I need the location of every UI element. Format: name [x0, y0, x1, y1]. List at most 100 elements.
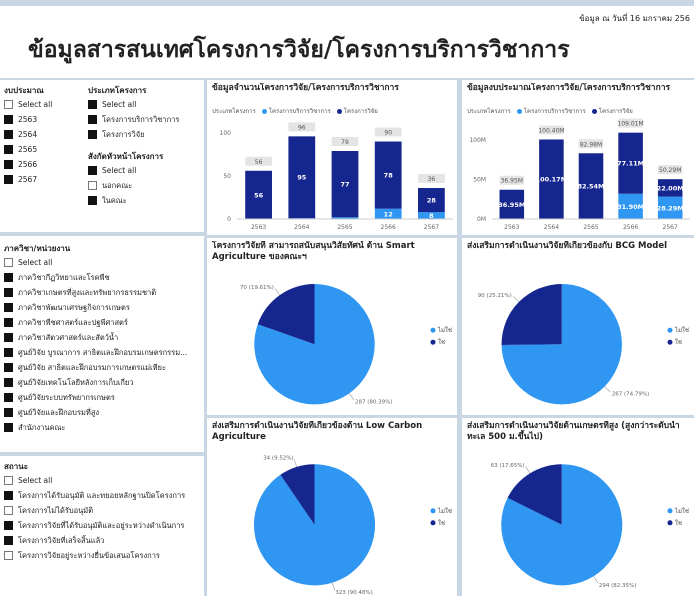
checkbox[interactable]	[4, 258, 13, 267]
chart-title: ข้อมูลงบประมาณโครงการวิจัย/โครงการบริการ…	[467, 83, 671, 93]
checkbox[interactable]	[4, 423, 13, 432]
checkbox[interactable]	[4, 100, 13, 109]
filter-item[interactable]: Select all	[4, 473, 202, 488]
bar-segment	[331, 150, 359, 218]
y-tick-label: 100	[220, 130, 232, 137]
checkbox[interactable]	[4, 551, 13, 560]
y-tick-label: 50	[223, 173, 231, 180]
y-tick-label: 100M	[469, 137, 486, 144]
checkbox[interactable]	[4, 393, 13, 402]
checkbox[interactable]	[4, 273, 13, 282]
legend-label: ไม่ใช่	[674, 507, 689, 515]
data-label: 8	[429, 212, 434, 220]
filter-item[interactable]: Select all	[88, 97, 202, 112]
filter-title: สังกัดหัวหน้าโครงการ	[88, 152, 164, 161]
filter-label: ภาควิชากีฏวิทยาและโรคพืช	[18, 273, 110, 282]
checkbox[interactable]	[4, 318, 13, 327]
checkbox[interactable]	[88, 181, 97, 190]
filter-item[interactable]: ศูนย์วิจัยและฝึกอบรมที่สูง	[4, 405, 202, 420]
filter-title: งบประมาณ	[4, 86, 44, 95]
filter-item[interactable]: โครงการวิจัยอยู่ระหว่างยื่นข้อเสนอโครงกา…	[4, 548, 202, 563]
checkbox[interactable]	[4, 536, 13, 545]
plot: 287 (80.39%) ไม่ใช่ 70 (19.61%) ใช่	[240, 284, 452, 405]
filter-item[interactable]: นอกคณะ	[88, 178, 202, 193]
filter-item[interactable]: 2565	[4, 142, 82, 157]
bar-segment	[288, 136, 316, 219]
filter-item[interactable]: โครงการวิจัยที่ได้รับอนุมัติและอยู่ระหว่…	[4, 518, 202, 533]
total-label-bg	[288, 122, 316, 132]
x-tick-label: 2565	[337, 224, 352, 231]
checkbox[interactable]	[4, 476, 13, 485]
leader-line	[294, 459, 297, 468]
filter-group: ภาควิชา/หน่วยงาน Select all ภาควิชากีฏวิทย…	[4, 242, 202, 435]
filter-item[interactable]: โครงการวิจัย	[88, 127, 202, 142]
filter-item[interactable]: Select all	[4, 97, 82, 112]
filter-item[interactable]: ภาควิชากีฏวิทยาและโรคพืช	[4, 270, 202, 285]
filter-item[interactable]: สำนักงานคณะ	[4, 420, 202, 435]
checkbox[interactable]	[4, 333, 13, 342]
legend-label: ไม่ใช่	[437, 507, 452, 515]
checkbox[interactable]	[4, 378, 13, 387]
legend-label: ไม่ใช่	[674, 326, 689, 334]
filter-item[interactable]: Select all	[4, 255, 202, 270]
filter-item[interactable]: โครงการไม่ได้รับอนุมัติ	[4, 503, 202, 518]
checkbox[interactable]	[4, 175, 13, 184]
legend: ประเภทโครงการ โครงการบริการวิชาการ โครงการ…	[212, 106, 378, 116]
filter-item[interactable]: ศูนย์วิจัยระบบทรัพยากรเกษตร	[4, 390, 202, 405]
data-label: 323 (90.48%)	[335, 590, 373, 596]
filter-group: สังกัดหัวหน้าโครงการ Select all นอกคณะ ในคณ…	[88, 150, 202, 208]
checkbox[interactable]	[4, 303, 13, 312]
checkbox[interactable]	[88, 115, 97, 124]
filter-item[interactable]: ศูนย์วิจัย บูรณาการ สาธิตและฝึกอบรมเกษตร…	[4, 345, 202, 360]
filter-item[interactable]: 2563	[4, 112, 82, 127]
checkbox[interactable]	[88, 100, 97, 109]
filter-label: 2566	[18, 160, 38, 169]
filter-item[interactable]: 2564	[4, 127, 82, 142]
total-label-bg	[618, 118, 643, 128]
filter-item[interactable]: ภาควิชาพัฒนาเศรษฐกิจการเกษตร	[4, 300, 202, 315]
chart-panel: 323 (90.48%) ไม่ใช่ 34 (9.52%) ใช่ ส่งเสริมก…	[207, 418, 457, 596]
filter-item[interactable]: 2567	[4, 172, 82, 187]
checkbox[interactable]	[4, 408, 13, 417]
bar-segment	[657, 179, 683, 197]
checkbox[interactable]	[4, 363, 13, 372]
checkbox[interactable]	[4, 115, 13, 124]
pie-slice	[507, 464, 562, 525]
filter-item[interactable]: ศูนย์วิจัย สาธิตและฝึกอบรมการเกษตรแม่เหี…	[4, 360, 202, 375]
checkbox[interactable]	[4, 491, 13, 500]
checkbox[interactable]	[4, 348, 13, 357]
checkbox[interactable]	[4, 160, 13, 169]
x-tick-label: 2567	[663, 224, 678, 231]
filter-label: โครงการได้รับอนุมัติ และทยอยหลักฐานปิดโค…	[18, 491, 186, 500]
checkbox[interactable]	[4, 506, 13, 515]
data-label: 36.95M	[498, 201, 525, 209]
filter-item[interactable]: ภาควิชาสัตวศาสตร์และสัตว์น้ำ	[4, 330, 202, 345]
filter-item[interactable]: 2566	[4, 157, 82, 172]
checkbox[interactable]	[4, 521, 13, 530]
leader-line	[513, 296, 520, 303]
legend-label: ใช่	[675, 338, 682, 346]
filter-item[interactable]: โครงการบริการวิชาการ	[88, 112, 202, 127]
checkbox[interactable]	[88, 196, 97, 205]
filter-item[interactable]: ภาควิชาเกษตรที่สูงและทรัพยากรธรรมชาติ	[4, 285, 202, 300]
checkbox[interactable]	[88, 130, 97, 139]
leader-line	[332, 582, 335, 591]
filter-item[interactable]: โครงการได้รับอนุมัติ และทยอยหลักฐานปิดโค…	[4, 488, 202, 503]
checkbox[interactable]	[4, 130, 13, 139]
legend-title: ประเภทโครงการ	[467, 108, 511, 115]
checkbox[interactable]	[4, 288, 13, 297]
filter-item[interactable]: ภาควิชาพืชศาสตร์และปฐพีศาสตร์	[4, 315, 202, 330]
filter-label: Select all	[18, 476, 53, 485]
filter-label: Select all	[18, 258, 53, 267]
filter-item[interactable]: โครงการวิจัยที่เสร็จสิ้นแล้ว	[4, 533, 202, 548]
chart-title: ส่งเสริมการดำเนินงานวิจัยที่เกี่ยวข้องด้…	[212, 421, 423, 442]
filter-item[interactable]: ในคณะ	[88, 193, 202, 208]
filter-title: ภาควิชา/หน่วยงาน	[4, 244, 71, 253]
filter-item[interactable]: Select all	[88, 163, 202, 178]
filter-item[interactable]: ศูนย์วิจัยเทคโนโลยีหลังการเก็บเกี่ยว	[4, 375, 202, 390]
data-label: 267 (74.79%)	[612, 391, 650, 397]
checkbox[interactable]	[88, 166, 97, 175]
bar-segment	[618, 132, 643, 194]
checkbox[interactable]	[4, 145, 13, 154]
